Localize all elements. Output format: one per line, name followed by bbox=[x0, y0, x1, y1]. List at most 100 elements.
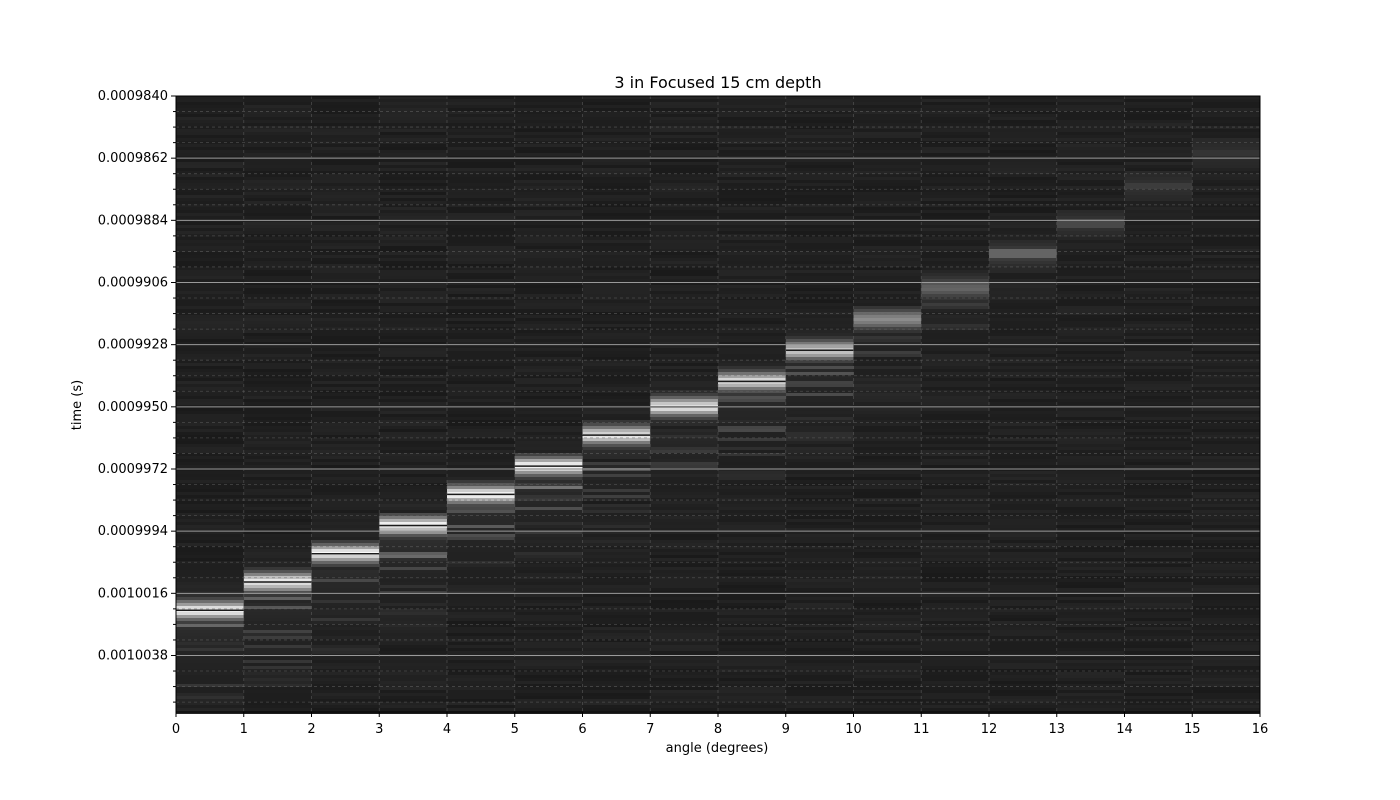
heatmap-cell bbox=[718, 576, 786, 579]
heatmap-cell bbox=[650, 591, 719, 594]
heatmap-cell bbox=[718, 129, 786, 132]
heatmap-cell bbox=[311, 489, 380, 492]
heatmap-cell bbox=[176, 180, 244, 183]
heatmap-cell bbox=[514, 222, 583, 225]
heatmap-cell bbox=[1192, 222, 1261, 225]
heatmap-cell bbox=[989, 381, 1057, 384]
heatmap-cell bbox=[1124, 567, 1193, 570]
heatmap-cell bbox=[582, 630, 651, 633]
heatmap-cell bbox=[1124, 456, 1193, 459]
heatmap-cell bbox=[243, 321, 312, 324]
heatmap-cell bbox=[785, 450, 854, 453]
heatmap-cell bbox=[718, 114, 786, 117]
heatmap-cell bbox=[1192, 186, 1261, 189]
heatmap-cell bbox=[176, 660, 244, 663]
heatmap-cell bbox=[785, 534, 854, 537]
heatmap-cell bbox=[718, 657, 786, 660]
heatmap-cell bbox=[785, 354, 854, 357]
heatmap-cell bbox=[1056, 591, 1125, 594]
heatmap-cell bbox=[447, 549, 515, 552]
heatmap-cell bbox=[921, 192, 990, 195]
heatmap-cell bbox=[785, 447, 854, 450]
heatmap-cell bbox=[379, 708, 448, 711]
heatmap-cell bbox=[785, 543, 854, 546]
heatmap-cell bbox=[853, 156, 922, 159]
heatmap-cell bbox=[1192, 588, 1261, 591]
heatmap-cell bbox=[921, 462, 990, 465]
heatmap-cell bbox=[243, 273, 312, 276]
heatmap-cell bbox=[1192, 138, 1261, 141]
heatmap-cell bbox=[1124, 537, 1193, 540]
heatmap-cell bbox=[311, 543, 380, 546]
heatmap-cell bbox=[853, 471, 922, 474]
heatmap-cell bbox=[311, 231, 380, 234]
heatmap-cell bbox=[1056, 105, 1125, 108]
heatmap-cell bbox=[379, 363, 448, 366]
heatmap-cell bbox=[650, 378, 719, 381]
heatmap-cell bbox=[1192, 243, 1261, 246]
heatmap-cell bbox=[989, 672, 1057, 675]
heatmap-cell bbox=[379, 162, 448, 165]
heatmap-cell bbox=[853, 384, 922, 387]
heatmap-cell bbox=[243, 642, 312, 645]
heatmap-cell bbox=[650, 135, 719, 138]
heatmap-cell bbox=[785, 537, 854, 540]
heatmap-cell bbox=[921, 432, 990, 435]
heatmap-cell bbox=[1124, 468, 1193, 471]
heatmap-cell bbox=[718, 285, 786, 288]
heatmap-cell bbox=[311, 150, 380, 153]
heatmap-cell bbox=[447, 261, 515, 264]
heatmap-cell bbox=[785, 552, 854, 555]
heatmap-cell bbox=[650, 453, 719, 456]
heatmap-cell bbox=[447, 480, 515, 483]
heatmap-cell bbox=[1056, 459, 1125, 462]
heatmap-cell bbox=[989, 267, 1057, 270]
heatmap-cell bbox=[243, 315, 312, 318]
heatmap-cell bbox=[921, 681, 990, 684]
heatmap-cell bbox=[785, 396, 854, 399]
heatmap-cell bbox=[1056, 621, 1125, 624]
heatmap-cell bbox=[1124, 495, 1193, 498]
heatmap-cell bbox=[785, 669, 854, 672]
heatmap-cell bbox=[311, 336, 380, 339]
heatmap-cell bbox=[1192, 600, 1261, 603]
heatmap-cell bbox=[243, 333, 312, 336]
heatmap-cell bbox=[853, 546, 922, 549]
heatmap-cell bbox=[447, 468, 515, 471]
heatmap-cell bbox=[379, 558, 448, 561]
heatmap-cell bbox=[785, 699, 854, 702]
heatmap-cell bbox=[514, 522, 583, 525]
heatmap-cell bbox=[1192, 180, 1261, 183]
heatmap-cell bbox=[650, 573, 719, 576]
heatmap-cell bbox=[243, 363, 312, 366]
heatmap-cell bbox=[243, 318, 312, 321]
heatmap-cell bbox=[718, 111, 786, 114]
heatmap-cell bbox=[311, 129, 380, 132]
heatmap-cell bbox=[582, 456, 651, 459]
heatmap-cell bbox=[311, 327, 380, 330]
heatmap-cell bbox=[718, 123, 786, 126]
heatmap-cell bbox=[379, 264, 448, 267]
heatmap-cell bbox=[785, 297, 854, 300]
heatmap-cell bbox=[447, 192, 515, 195]
heatmap-cell bbox=[582, 609, 651, 612]
heatmap-cell bbox=[718, 435, 786, 438]
heatmap-cell bbox=[1192, 531, 1261, 534]
heatmap-cell bbox=[447, 699, 515, 702]
heatmap-cell bbox=[176, 705, 244, 708]
heatmap-cell bbox=[921, 111, 990, 114]
heatmap-cell bbox=[176, 186, 244, 189]
heatmap-cell bbox=[921, 651, 990, 654]
heatmap-cell bbox=[989, 120, 1057, 123]
heatmap-cell bbox=[853, 444, 922, 447]
heatmap-cell bbox=[582, 381, 651, 384]
heatmap-cell bbox=[243, 384, 312, 387]
heatmap-cell bbox=[785, 519, 854, 522]
heatmap-cell bbox=[1124, 672, 1193, 675]
heatmap-cell bbox=[447, 492, 515, 495]
heatmap-cell bbox=[243, 105, 312, 108]
heatmap-cell bbox=[785, 207, 854, 210]
heatmap-cell bbox=[921, 393, 990, 396]
heatmap-cell bbox=[514, 114, 583, 117]
heatmap-cell bbox=[447, 582, 515, 585]
